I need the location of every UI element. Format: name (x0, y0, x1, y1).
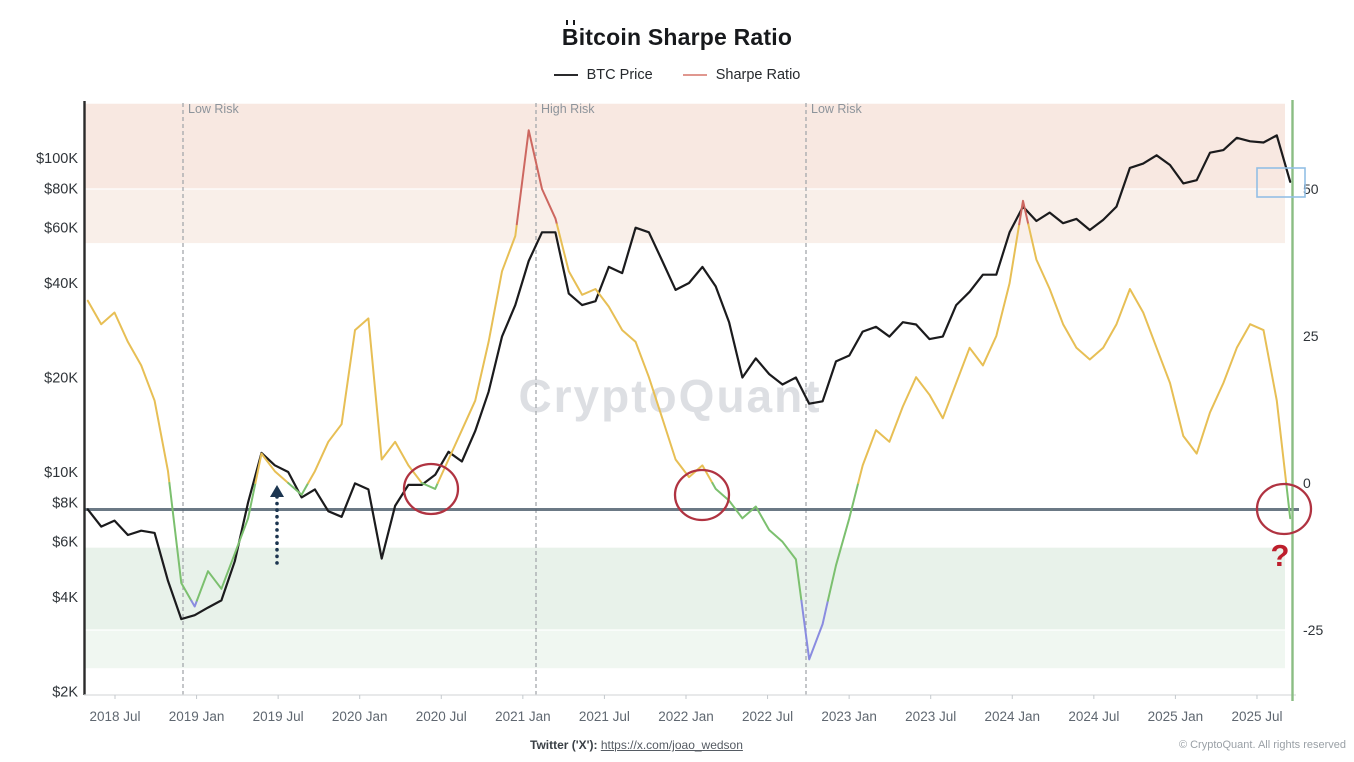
right-axis-label: -25 (1303, 622, 1323, 638)
question-mark-annotation: ? (1271, 538, 1290, 573)
highlight-circle (402, 462, 460, 516)
risk-marker-label: Low Risk (811, 102, 862, 116)
left-axis-label: $20K (44, 370, 78, 386)
up-arrow-head-icon (270, 485, 284, 497)
low-risk-zone (85, 547, 1285, 630)
risk-marker-label: Low Risk (188, 102, 239, 116)
sharpe-series-segment (420, 482, 439, 490)
left-axis-label: $80K (44, 181, 78, 197)
sharpe-series-segment (1027, 223, 1288, 484)
x-axis-label: 2022 Jul (742, 709, 793, 724)
twitter-link[interactable]: https://x.com/joao_wedson (600, 738, 743, 752)
copyright-notice: © CryptoQuant. All rights reserved (1178, 739, 1346, 751)
x-axis-label: 2024 Jul (1068, 709, 1119, 724)
left-axis-label: $100K (36, 151, 78, 167)
price-series-line (86, 134, 1292, 621)
sharpe-series-segment (1285, 482, 1292, 520)
twitter-label: Twitter ('X'): (530, 738, 598, 752)
x-axis-label: 2025 Jul (1231, 709, 1282, 724)
left-axis-label: $8K (52, 495, 78, 511)
sharpe-series-segment (515, 129, 558, 226)
sharpe-series-segment (826, 482, 860, 602)
left-axis-label: $2K (52, 684, 78, 700)
watermark: CryptoQuant (518, 370, 821, 422)
sharpe-ratio-swatch-icon (682, 74, 707, 76)
left-axis-label: $60K (44, 221, 78, 237)
sharpe-series-segment (857, 223, 1021, 484)
risk-marker-label: High Risk (541, 102, 595, 116)
btc-price-swatch-icon (553, 74, 578, 76)
x-axis-label: 2019 Jul (253, 709, 304, 724)
x-axis-label: 2018 Jul (89, 709, 140, 724)
sharpe-series-segment (711, 482, 803, 602)
x-axis-label: 2021 Jan (495, 709, 551, 724)
sharpe-series-segment (254, 452, 290, 484)
left-axis-label: $10K (44, 465, 78, 481)
chart-legend: BTC Price Sharpe Ratio (0, 67, 1354, 83)
sharpe-series-segment (800, 599, 829, 661)
legend-label-sharpe-ratio: Sharpe Ratio (715, 67, 801, 83)
x-axis-label: 2023 Jul (905, 709, 956, 724)
sharpe-series-segment (307, 317, 423, 484)
sharpe-series-segment (195, 482, 257, 602)
highlight-circle (1255, 482, 1313, 536)
selection-box[interactable] (1256, 167, 1306, 198)
legend-item-btc-price[interactable]: BTC Price (553, 67, 653, 83)
sharpe-series-segment (190, 599, 198, 608)
high-risk-zone (85, 103, 1285, 189)
highlight-circle (673, 468, 731, 522)
legend-label-btc-price: BTC Price (586, 67, 653, 83)
high-risk-zone-lower (85, 189, 1285, 244)
sharpe-series-segment (168, 482, 193, 602)
right-axis-label: 25 (1303, 328, 1319, 344)
x-axis-label: 2021 Jul (579, 709, 630, 724)
x-axis-label: 2020 Jul (416, 709, 467, 724)
x-axis-label: 2025 Jan (1148, 709, 1204, 724)
x-axis-label: 2019 Jan (169, 709, 225, 724)
twitter-attribution: Twitter ('X'): https://x.com/joao_wedson (530, 738, 743, 752)
sharpe-series-segment (1018, 199, 1030, 226)
x-axis-label: 2023 Jan (821, 709, 877, 724)
legend-item-sharpe-ratio[interactable]: Sharpe Ratio (682, 67, 801, 83)
x-axis-label: 2022 Jan (658, 709, 714, 724)
x-axis-label: 2024 Jan (984, 709, 1040, 724)
sharpe-series-segment (287, 482, 310, 496)
left-axis-label: $6K (52, 535, 78, 551)
sharpe-series-segment (555, 223, 714, 484)
sharpe-series-segment (436, 223, 518, 484)
left-axis-label: $4K (52, 590, 78, 606)
right-axis-label: 50 (1303, 181, 1319, 197)
x-axis-label: 2020 Jan (332, 709, 388, 724)
right-axis-label: 0 (1303, 475, 1311, 491)
sharpe-series-segment (86, 299, 171, 484)
left-axis-label: $40K (44, 276, 78, 292)
low-risk-zone-lower (85, 630, 1285, 669)
